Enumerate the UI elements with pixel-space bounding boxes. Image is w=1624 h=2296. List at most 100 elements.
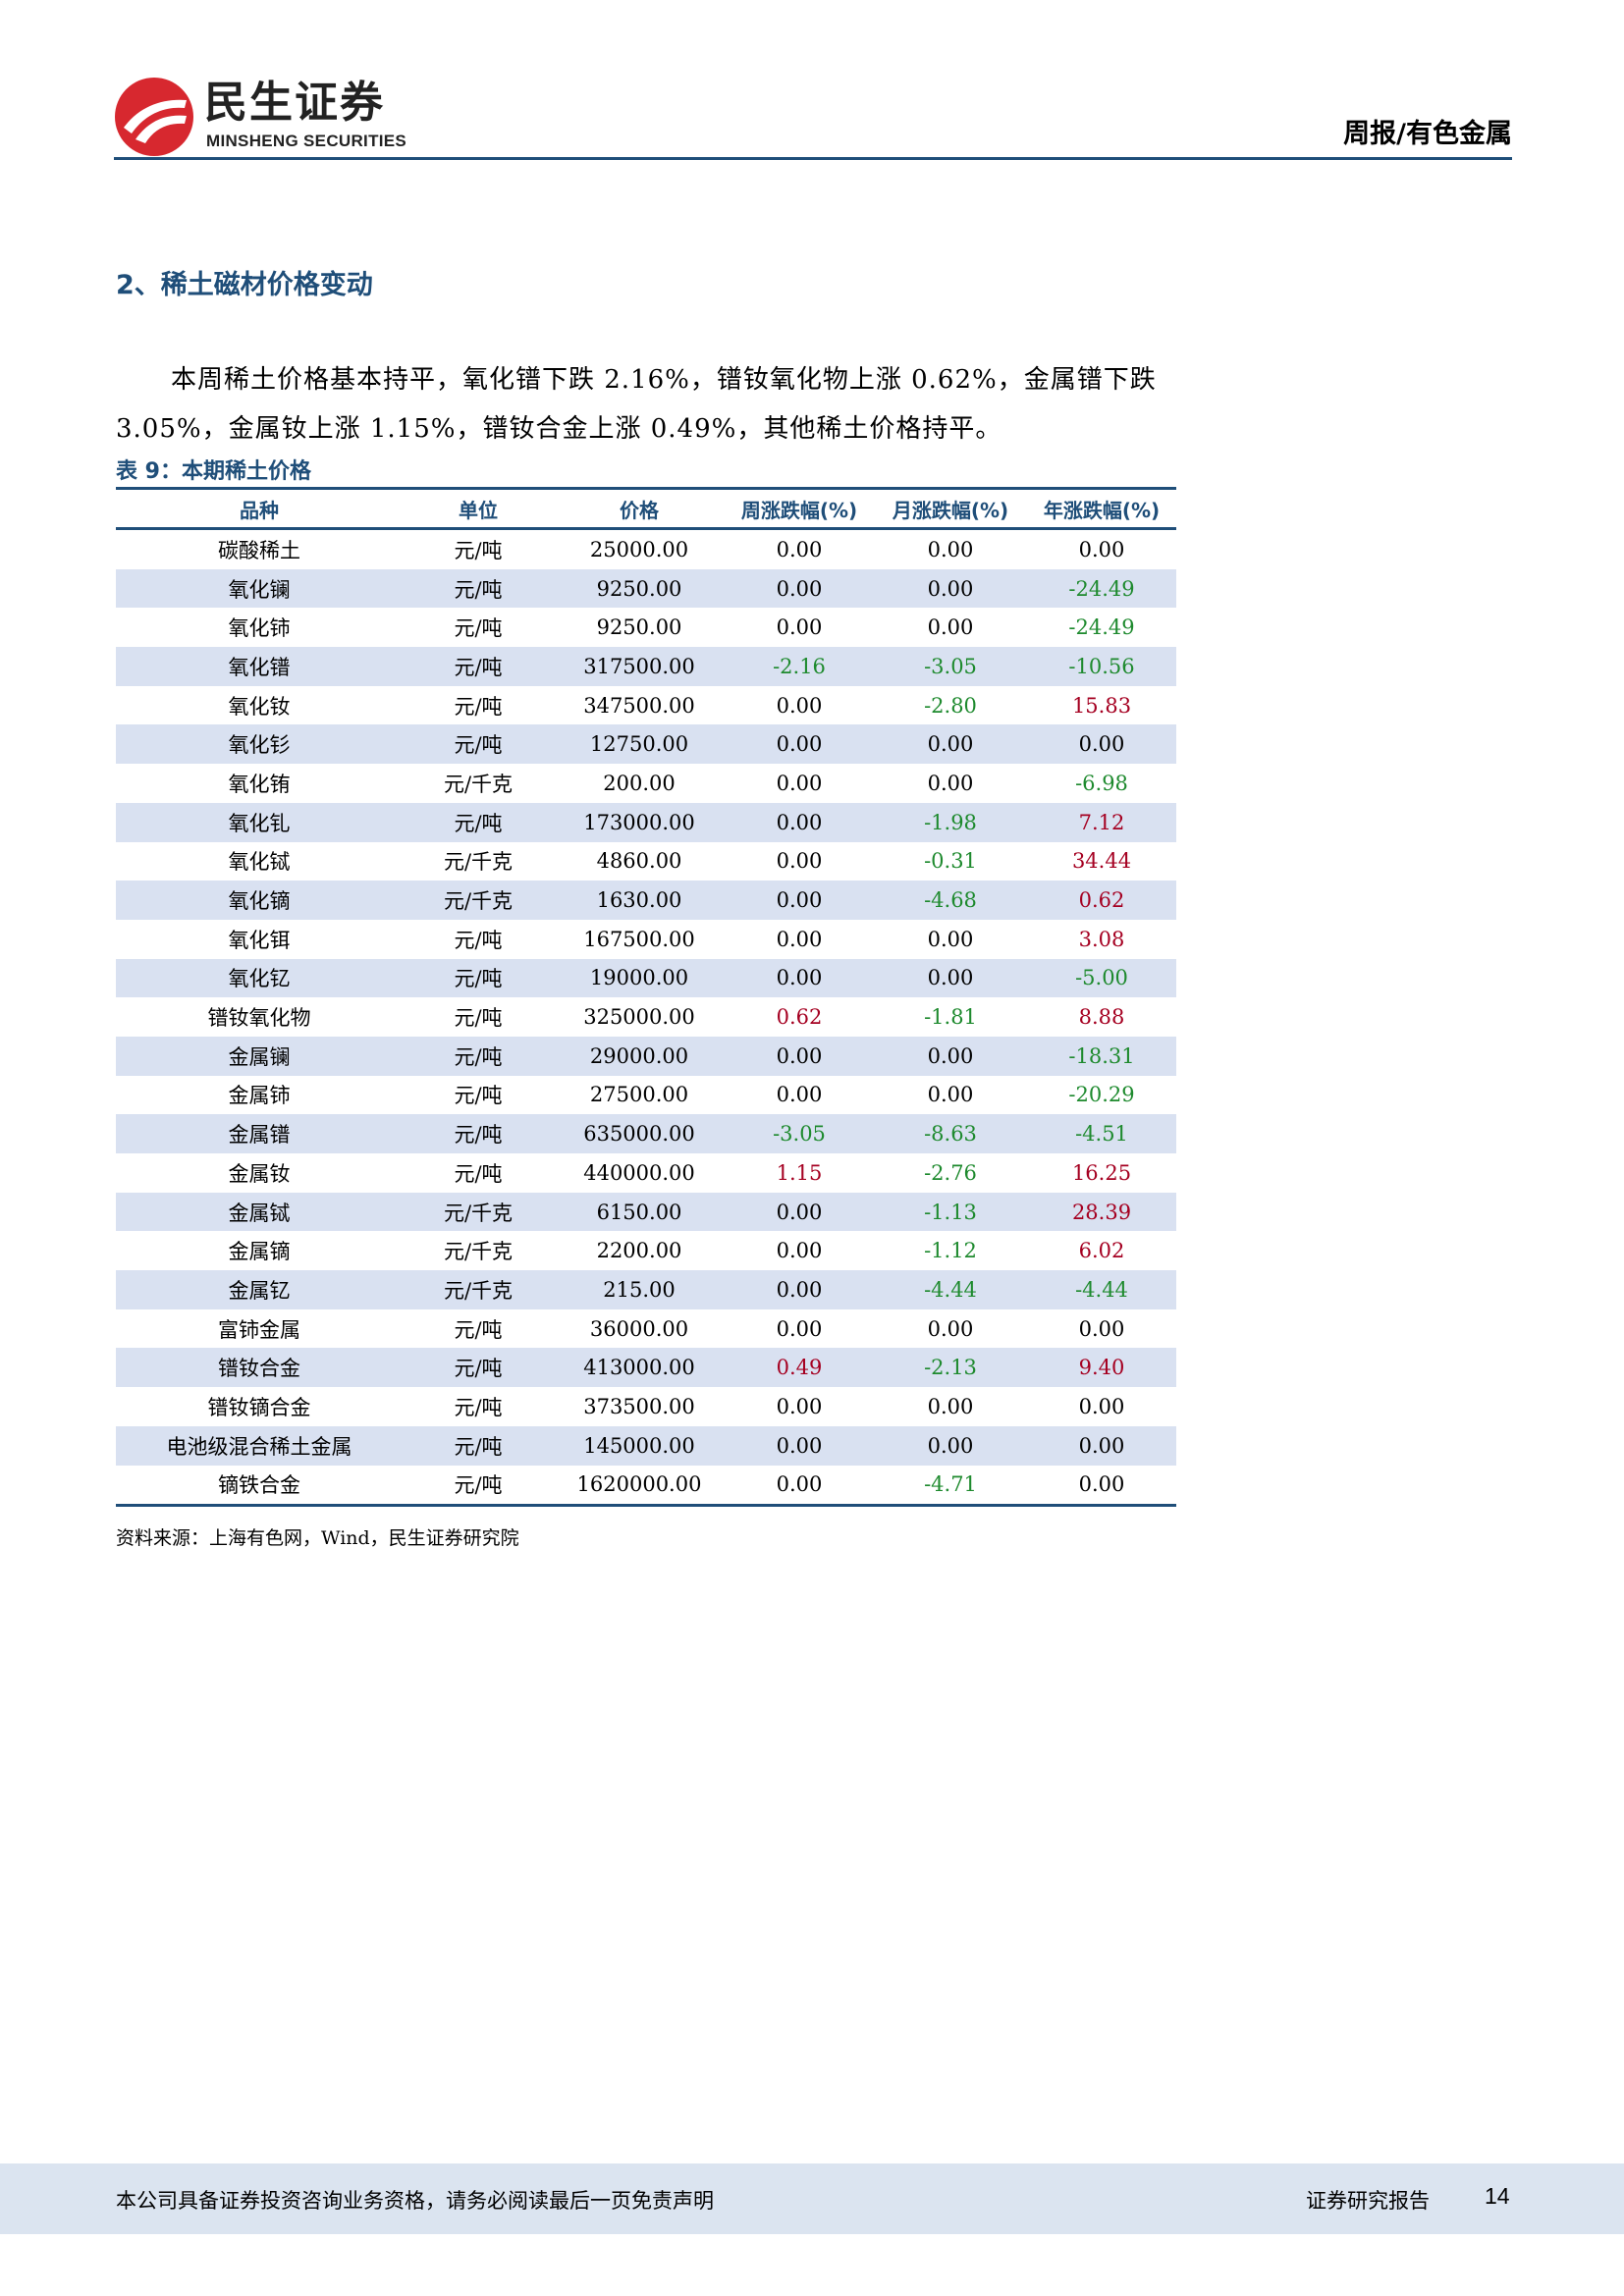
cell-weekly-change: 0.00 bbox=[725, 958, 874, 998]
cell-unit: 元/吨 bbox=[403, 1425, 554, 1466]
footer-disclaimer: 本公司具备证券投资咨询业务资格，请务必阅读最后一页免责声明 bbox=[116, 2189, 714, 2213]
cell-monthly-change: -3.05 bbox=[874, 647, 1027, 686]
table-row: 氧化镧 元/吨 9250.00 0.00 0.00 -24.49 bbox=[116, 568, 1176, 609]
brand-name-en: MINSHENG SECURITIES bbox=[206, 132, 407, 150]
cell-yearly-change: -20.29 bbox=[1068, 1083, 1135, 1107]
table-row: 氧化镨 元/吨 317500.00 -2.16 -3.05 -10.56 bbox=[116, 647, 1176, 686]
cell-yearly-change: -4.44 bbox=[1027, 1270, 1176, 1309]
cell-yearly-change: 34.44 bbox=[1071, 849, 1132, 874]
cell-unit: 元/吨 bbox=[454, 1161, 503, 1186]
cell-price: 25000.00 bbox=[589, 537, 689, 561]
cell-monthly-change: 0.00 bbox=[927, 927, 974, 951]
cell-unit: 元/千克 bbox=[443, 772, 514, 796]
cell-unit: 元/吨 bbox=[403, 1114, 554, 1153]
cell-weekly-change: 1.15 bbox=[776, 1160, 823, 1185]
table-row: 金属镨 元/吨 635000.00 -3.05 -8.63 -4.51 bbox=[116, 1114, 1176, 1153]
table-row: 碳酸稀土 元/吨 25000.00 0.00 0.00 0.00 bbox=[116, 529, 1176, 569]
cell-monthly-change: 0.00 bbox=[927, 1083, 974, 1107]
cell-monthly-change: -1.81 bbox=[924, 1005, 977, 1030]
table-body: 碳酸稀土 元/吨 25000.00 0.00 0.00 0.00 氧化镧 元/吨 9250.00… bbox=[116, 529, 1176, 1506]
cell-weekly-change: 0.49 bbox=[725, 1348, 874, 1388]
cell-unit: 元/吨 bbox=[454, 538, 503, 562]
table-row: 镝铁合金 元/吨 1620000.00 0.00 -4.71 0.00 bbox=[116, 1466, 1176, 1506]
cell-weekly-change: 0.00 bbox=[776, 1394, 823, 1418]
cell-product: 氧化铒 bbox=[228, 928, 291, 952]
cell-product: 富铈金属 bbox=[218, 1317, 300, 1342]
table-row: 氧化钐 元/吨 12750.00 0.00 0.00 0.00 bbox=[116, 724, 1176, 765]
cell-unit: 元/吨 bbox=[454, 1317, 503, 1342]
cell-product: 镝铁合金 bbox=[218, 1473, 300, 1498]
cell-price: 4860.00 bbox=[596, 849, 682, 874]
cell-unit: 元/吨 bbox=[403, 802, 554, 842]
cell-weekly-change: 0.00 bbox=[725, 568, 874, 609]
cell-yearly-change: 15.83 bbox=[1071, 693, 1132, 718]
cell-price: 2200.00 bbox=[596, 1239, 682, 1263]
cell-unit: 元/吨 bbox=[403, 1348, 554, 1388]
cell-product: 镨钕合金 bbox=[116, 1348, 403, 1388]
table-row: 金属铈 元/吨 27500.00 0.00 0.00 -20.29 bbox=[116, 1076, 1176, 1115]
cell-product: 氧化镨 bbox=[116, 647, 403, 686]
cell-unit: 元/吨 bbox=[403, 724, 554, 765]
cell-weekly-change: 0.62 bbox=[776, 1005, 823, 1030]
cell-unit: 元/吨 bbox=[454, 1084, 503, 1108]
table-row: 金属钕 元/吨 440000.00 1.15 -2.76 16.25 bbox=[116, 1153, 1176, 1193]
cell-monthly-change: 0.00 bbox=[927, 771, 974, 795]
cell-product: 金属镨 bbox=[116, 1114, 403, 1153]
cell-monthly-change: 0.00 bbox=[874, 724, 1027, 765]
cell-yearly-change: 7.12 bbox=[1027, 802, 1176, 842]
cell-price: 440000.00 bbox=[583, 1160, 695, 1185]
minsheng-logo-icon bbox=[115, 78, 193, 156]
cell-weekly-change: 0.00 bbox=[725, 1192, 874, 1232]
cell-weekly-change: 0.00 bbox=[725, 1425, 874, 1466]
cell-product: 氧化钐 bbox=[116, 724, 403, 765]
cell-product: 氧化铽 bbox=[228, 850, 291, 875]
cell-price: 173000.00 bbox=[554, 802, 725, 842]
cell-monthly-change: 0.00 bbox=[874, 1425, 1027, 1466]
cell-yearly-change: -4.51 bbox=[1027, 1114, 1176, 1153]
cell-price: 1620000.00 bbox=[576, 1472, 702, 1497]
cell-price: 325000.00 bbox=[583, 1005, 695, 1030]
cell-product: 碳酸稀土 bbox=[218, 538, 300, 562]
cell-price: 317500.00 bbox=[554, 647, 725, 686]
cell-monthly-change: 0.00 bbox=[927, 1394, 974, 1418]
table-caption: 表 9：本期稀土价格 bbox=[116, 459, 311, 484]
cell-price: 145000.00 bbox=[554, 1425, 725, 1466]
report-type: 周报/有色金属 bbox=[1343, 119, 1512, 149]
cell-yearly-change: -10.56 bbox=[1027, 647, 1176, 686]
cell-product: 氧化铈 bbox=[228, 616, 291, 641]
table-row: 富铈金属 元/吨 36000.00 0.00 0.00 0.00 bbox=[116, 1309, 1176, 1349]
cell-yearly-change: 0.00 bbox=[1027, 724, 1176, 765]
cell-unit: 元/吨 bbox=[454, 1006, 503, 1031]
cell-price: 635000.00 bbox=[554, 1114, 725, 1153]
cell-product: 氧化铕 bbox=[228, 772, 291, 796]
cell-monthly-change: 0.00 bbox=[874, 958, 1027, 998]
cell-monthly-change: -4.68 bbox=[874, 881, 1027, 920]
cell-price: 29000.00 bbox=[554, 1036, 725, 1076]
cell-price: 27500.00 bbox=[589, 1083, 689, 1107]
cell-yearly-change: -5.00 bbox=[1027, 958, 1176, 998]
table-row: 镨钕氧化物 元/吨 325000.00 0.62 -1.81 8.88 bbox=[116, 997, 1176, 1037]
cell-monthly-change: -2.13 bbox=[874, 1348, 1027, 1388]
cell-monthly-change: -1.12 bbox=[924, 1239, 977, 1263]
cell-price: 36000.00 bbox=[589, 1316, 689, 1341]
table-row: 氧化铈 元/吨 9250.00 0.00 0.00 -24.49 bbox=[116, 608, 1176, 647]
cell-product: 金属铽 bbox=[116, 1192, 403, 1232]
header-price: 价格 bbox=[620, 498, 659, 522]
cell-yearly-change: -6.98 bbox=[1075, 771, 1128, 795]
cell-weekly-change: -3.05 bbox=[725, 1114, 874, 1153]
cell-product: 氧化钆 bbox=[116, 802, 403, 842]
cell-weekly-change: 0.00 bbox=[725, 724, 874, 765]
cell-unit: 元/千克 bbox=[403, 1270, 554, 1309]
cell-monthly-change: 0.00 bbox=[927, 615, 974, 640]
cell-yearly-change: 0.00 bbox=[1078, 1472, 1125, 1497]
cell-monthly-change: 0.00 bbox=[874, 1036, 1027, 1076]
cell-product: 金属镝 bbox=[228, 1240, 291, 1264]
cell-yearly-change: -24.49 bbox=[1068, 615, 1135, 640]
section-body-text: 本周稀土价格基本持平，氧化镨下跌 2.16%，镨钕氧化物上涨 0.62%，金属镨… bbox=[116, 365, 1157, 444]
cell-monthly-change: -1.98 bbox=[874, 802, 1027, 842]
cell-unit: 元/千克 bbox=[403, 1192, 554, 1232]
cell-yearly-change: 0.00 bbox=[1027, 1425, 1176, 1466]
page-footer: 本公司具备证券投资咨询业务资格，请务必阅读最后一页免责声明 证券研究报告 14 bbox=[0, 2163, 1624, 2234]
cell-price: 215.00 bbox=[554, 1270, 725, 1309]
cell-weekly-change: 0.00 bbox=[776, 1239, 823, 1263]
